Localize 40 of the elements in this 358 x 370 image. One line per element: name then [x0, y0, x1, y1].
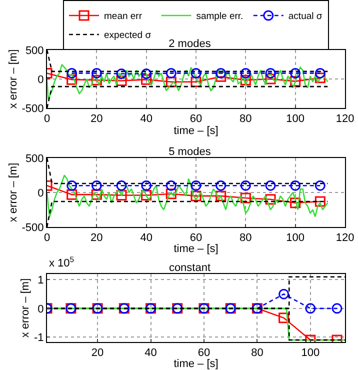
y-axis-title: x error – [m]: [7, 162, 20, 222]
chart-title: 2 modes: [168, 38, 212, 50]
y-tick-label: 1: [38, 274, 44, 287]
x-tick-label: 20: [90, 113, 103, 126]
x-tick-label: 40: [140, 232, 152, 244]
y-tick-label: 0: [38, 74, 44, 86]
x-tick-label: 60: [198, 347, 210, 360]
y-tick-label: 0: [38, 303, 44, 316]
y-tick-label: -500: [22, 102, 44, 115]
x-tick-label: 100: [286, 232, 305, 244]
x-tick-label: 100: [301, 347, 320, 360]
y-axis-title: x error – [m]: [7, 49, 20, 109]
y-tick-label: 0: [38, 187, 44, 200]
x-axis-title: time – [s]: [174, 243, 218, 255]
x-tick-label: 120: [336, 232, 354, 244]
legend-label: actual σ: [288, 11, 322, 22]
x-tick-label: 120: [336, 113, 354, 126]
x-axis-title: time – [s]: [174, 125, 218, 138]
legend-label: expected σ: [104, 30, 152, 42]
text: x 10$^{5}$: [49, 255, 74, 270]
y-tick-label: 500: [25, 44, 44, 57]
x-axis-title: time – [s]: [174, 358, 218, 370]
chart-title: 5 modes: [168, 146, 212, 158]
x-tick-label: 20: [90, 232, 103, 244]
x-tick-label: 40: [144, 347, 157, 360]
x-tick-label: 80: [240, 113, 252, 126]
x-tick-label: 60: [190, 232, 202, 244]
x-tick-label: 80: [251, 347, 264, 360]
x-tick-label: 40: [140, 113, 152, 126]
y-tick-label: -1: [34, 332, 44, 344]
y-tick-label: -500: [22, 222, 44, 234]
y-axis-title: x error – [m]: [20, 278, 32, 338]
x-tick-label: 20: [91, 347, 104, 360]
legend-label: mean err: [104, 11, 142, 22]
x-tick-label: 100: [286, 113, 305, 126]
x-tick-label: 80: [240, 232, 252, 244]
x-tick-label: 60: [190, 113, 202, 126]
y-tick-label: 500: [25, 152, 44, 165]
legend-label: sample err.: [196, 11, 244, 22]
chart-title: constant: [168, 262, 211, 274]
